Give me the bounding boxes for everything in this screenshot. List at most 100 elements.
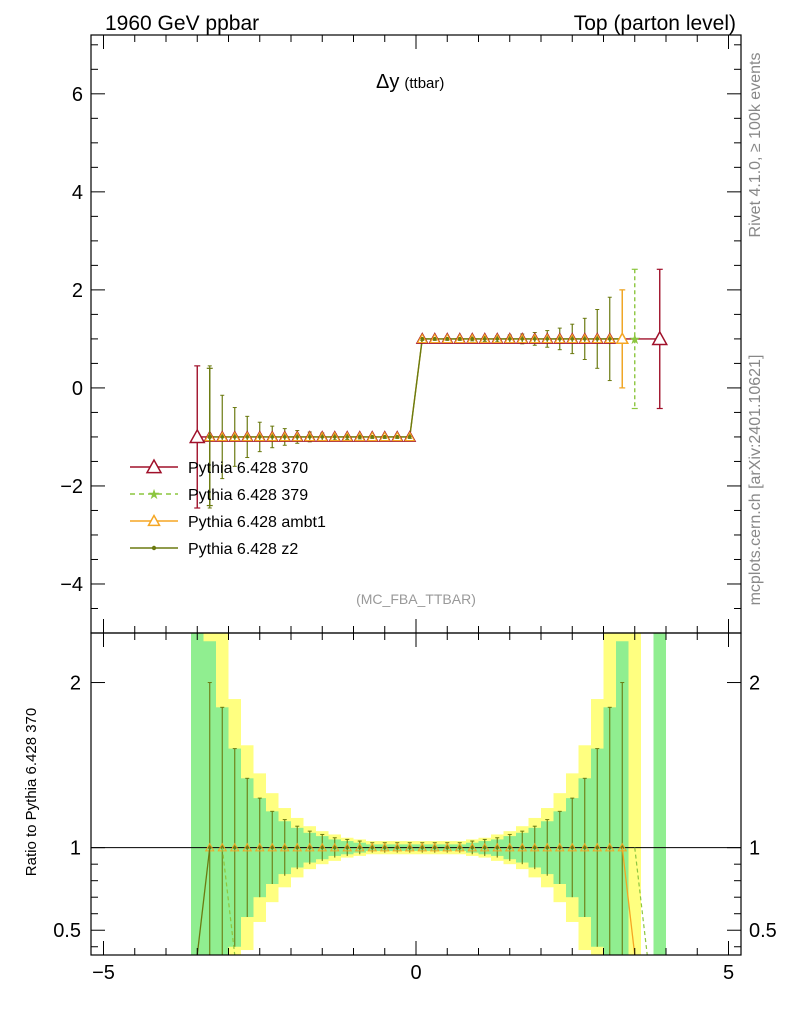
marker-ambt1 bbox=[254, 431, 266, 442]
marker-ambt1 bbox=[491, 333, 503, 344]
header-left: 1960 GeV ppbar bbox=[105, 12, 259, 35]
ratio-marker bbox=[383, 846, 387, 850]
marker-z2 bbox=[520, 337, 525, 341]
ratio-y-tick-label-right: 0.5 bbox=[749, 920, 777, 942]
ratio-y-tick-label-right: 1 bbox=[749, 838, 760, 860]
legend-marker bbox=[145, 458, 163, 474]
series-marker bbox=[651, 330, 669, 346]
marker-z2 bbox=[245, 435, 250, 439]
marker-ambt1 bbox=[304, 431, 316, 442]
marker-z2 bbox=[232, 435, 237, 439]
y-tick-label: 4 bbox=[72, 182, 83, 204]
header-right: Top (parton level) bbox=[574, 12, 736, 35]
ratio-edge-line bbox=[621, 847, 636, 956]
ratio-marker bbox=[404, 842, 415, 852]
ratio-marker bbox=[479, 842, 490, 852]
marker-z2 bbox=[345, 435, 350, 439]
marker-ambt1 bbox=[279, 431, 291, 442]
marker-z2 bbox=[420, 337, 425, 341]
ratio-marker bbox=[317, 842, 328, 852]
ratio-marker bbox=[458, 846, 462, 850]
ratio-marker bbox=[492, 842, 503, 852]
marker-ambt1 bbox=[566, 333, 578, 344]
marker-z2 bbox=[320, 435, 325, 439]
marker-ambt1 bbox=[579, 333, 591, 344]
marker-z2 bbox=[607, 337, 612, 341]
ratio-marker bbox=[354, 842, 365, 852]
ratio-marker bbox=[604, 842, 615, 852]
ratio-marker bbox=[395, 846, 399, 850]
ratio-marker bbox=[392, 842, 403, 852]
marker-ambt1 bbox=[366, 431, 378, 442]
series-marker: ★ bbox=[628, 331, 641, 347]
legend: Pythia 6.428 370 ★ Pythia 6.428 379 Pythia … bbox=[130, 458, 326, 558]
analysis-label: (MC_FBA_TTBAR) bbox=[356, 591, 476, 607]
chart-title-main: Δy bbox=[376, 71, 399, 93]
series-marker bbox=[188, 428, 206, 444]
marker-ambt1 bbox=[429, 333, 441, 344]
ratio-ylabel: Ratio to Pythia 6.428 370 bbox=[23, 708, 40, 876]
x-tick-label: 0 bbox=[410, 962, 421, 984]
legend-label: Pythia 6.428 379 bbox=[188, 487, 308, 504]
ratio-marker bbox=[442, 842, 453, 852]
ratio-marker bbox=[295, 846, 299, 850]
ratio-marker bbox=[320, 846, 324, 850]
ratio-marker bbox=[454, 842, 465, 852]
ratio-band-green bbox=[191, 633, 204, 955]
ratio-y-tick-label-right: 2 bbox=[749, 673, 760, 695]
ratio-marker bbox=[495, 846, 499, 850]
mcplots-label: mcplots.cern.ch [arXiv:2401.10621] bbox=[747, 355, 764, 606]
marker-z2 bbox=[407, 435, 412, 439]
marker-ambt1 bbox=[341, 431, 353, 442]
ratio-marker bbox=[583, 846, 587, 850]
ratio-marker bbox=[345, 846, 349, 850]
marker-ambt1 bbox=[479, 333, 491, 344]
ratio-marker bbox=[308, 846, 312, 850]
marker-ambt1 bbox=[216, 431, 228, 442]
marker-ambt1 bbox=[391, 431, 403, 442]
marker-z2 bbox=[332, 435, 337, 439]
ratio-marker bbox=[270, 846, 274, 850]
marker-z2 bbox=[482, 337, 487, 341]
marker-ambt1 bbox=[529, 333, 541, 344]
marker-z2 bbox=[220, 435, 225, 439]
marker-ambt1 bbox=[554, 333, 566, 344]
ratio-marker bbox=[358, 846, 362, 850]
ratio-marker bbox=[258, 846, 262, 850]
legend-label: Pythia 6.428 ambt1 bbox=[188, 514, 326, 531]
ratio-marker bbox=[508, 846, 512, 850]
marker-z2 bbox=[432, 337, 437, 341]
ratio-marker bbox=[254, 842, 265, 852]
main-plot: ★ bbox=[188, 268, 669, 509]
axes: −4 −2 0 2 4 6 0.5 0.5 1 1 2 2 −5 0 5 bbox=[53, 34, 777, 984]
marker-ambt1 bbox=[504, 333, 516, 344]
ratio-marker bbox=[529, 842, 540, 852]
ratio-marker bbox=[433, 846, 437, 850]
ratio-marker bbox=[533, 846, 537, 850]
ratio-marker bbox=[279, 842, 290, 852]
ratio-marker bbox=[417, 842, 428, 852]
ratio-marker bbox=[333, 846, 337, 850]
marker-ambt1 bbox=[241, 431, 253, 442]
ratio-marker bbox=[367, 842, 378, 852]
y-tick-label: −2 bbox=[60, 476, 83, 498]
marker-z2 bbox=[395, 435, 400, 439]
legend-label: Pythia 6.428 370 bbox=[188, 460, 308, 477]
ratio-marker bbox=[608, 846, 612, 850]
marker-ambt1 bbox=[229, 431, 241, 442]
ratio-marker bbox=[558, 846, 562, 850]
marker-z2 bbox=[307, 435, 312, 439]
ratio-marker bbox=[567, 842, 578, 852]
marker-z2 bbox=[370, 435, 375, 439]
series-line-z2 bbox=[209, 338, 623, 438]
marker-z2 bbox=[545, 337, 550, 341]
ratio-marker bbox=[245, 846, 249, 850]
marker-z2 bbox=[257, 435, 262, 439]
legend-marker bbox=[151, 545, 157, 551]
y-tick-label: −4 bbox=[60, 574, 83, 596]
ratio-band-yellow bbox=[628, 633, 641, 955]
ratio-marker bbox=[542, 842, 553, 852]
ratio-marker bbox=[579, 842, 590, 852]
ratio-marker bbox=[329, 842, 340, 852]
